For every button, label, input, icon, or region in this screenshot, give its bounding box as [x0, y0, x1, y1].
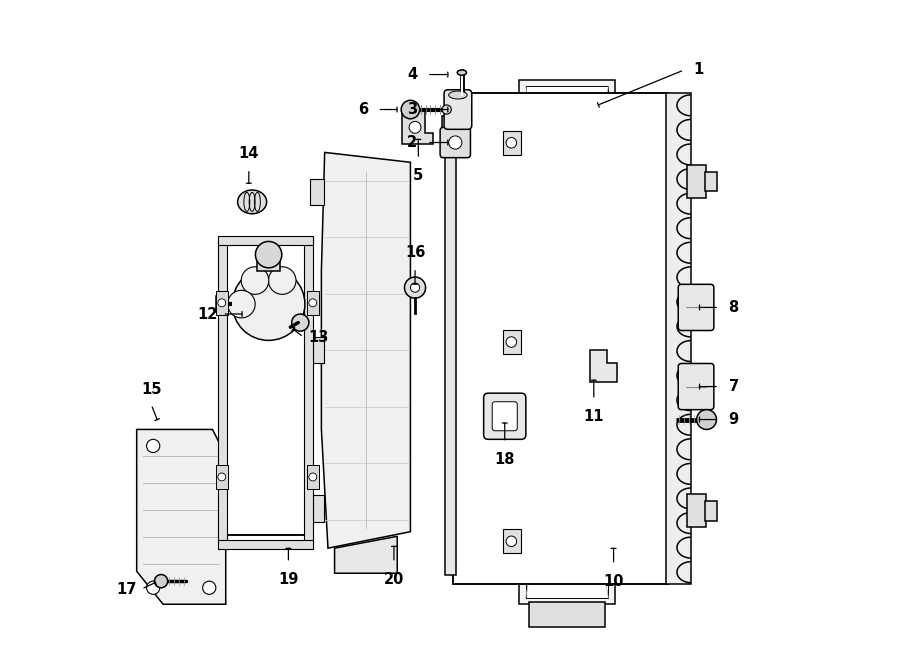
Circle shape	[268, 267, 296, 294]
Text: 13: 13	[308, 330, 328, 344]
Circle shape	[256, 241, 282, 268]
Bar	[216, 465, 228, 488]
Bar	[503, 529, 521, 553]
FancyBboxPatch shape	[444, 90, 472, 130]
Text: 14: 14	[238, 146, 259, 161]
Bar	[307, 291, 319, 315]
Ellipse shape	[457, 70, 466, 75]
Bar	[256, 254, 281, 271]
Text: 5: 5	[413, 168, 424, 183]
Polygon shape	[590, 350, 616, 382]
Text: 3: 3	[408, 102, 418, 117]
Text: 12: 12	[198, 307, 218, 321]
Text: 9: 9	[729, 412, 739, 427]
Circle shape	[218, 299, 226, 307]
Ellipse shape	[238, 190, 266, 214]
Text: 15: 15	[141, 381, 161, 397]
Bar	[226, 245, 305, 535]
Circle shape	[241, 267, 269, 294]
Circle shape	[401, 100, 419, 119]
Bar	[526, 535, 608, 568]
Bar	[218, 540, 313, 549]
Bar	[526, 87, 608, 598]
Bar	[307, 465, 319, 488]
Bar	[310, 178, 324, 205]
Bar	[310, 337, 324, 364]
Bar	[454, 93, 668, 584]
Circle shape	[442, 105, 451, 114]
Bar	[688, 165, 706, 198]
FancyBboxPatch shape	[492, 402, 517, 431]
Bar	[446, 103, 456, 574]
Circle shape	[155, 574, 167, 588]
Text: 19: 19	[278, 572, 299, 587]
Bar	[226, 245, 305, 535]
Polygon shape	[137, 430, 226, 604]
Circle shape	[309, 473, 317, 481]
Circle shape	[309, 299, 317, 307]
Circle shape	[506, 336, 517, 347]
Circle shape	[506, 536, 517, 547]
Bar	[216, 291, 228, 315]
Text: 20: 20	[383, 572, 404, 587]
Circle shape	[410, 122, 421, 134]
Bar	[526, 216, 608, 249]
Bar	[310, 495, 324, 522]
Ellipse shape	[449, 91, 467, 99]
Bar	[526, 323, 608, 355]
Text: 17: 17	[117, 582, 137, 597]
Text: 18: 18	[494, 451, 515, 467]
Polygon shape	[321, 153, 410, 548]
Bar	[303, 238, 313, 541]
Circle shape	[218, 473, 226, 481]
Text: 8: 8	[728, 300, 739, 315]
FancyBboxPatch shape	[679, 284, 714, 330]
Text: 16: 16	[405, 245, 425, 260]
FancyBboxPatch shape	[483, 393, 526, 440]
Bar	[526, 110, 608, 143]
Circle shape	[697, 410, 716, 430]
Text: 6: 6	[358, 102, 368, 117]
Text: 11: 11	[583, 408, 604, 424]
Bar	[706, 172, 717, 192]
Circle shape	[228, 290, 256, 318]
Circle shape	[292, 314, 309, 331]
Bar	[706, 501, 717, 521]
Polygon shape	[401, 111, 433, 144]
Circle shape	[232, 268, 305, 340]
Polygon shape	[335, 536, 397, 573]
FancyBboxPatch shape	[440, 128, 471, 158]
Bar	[218, 238, 227, 541]
Bar	[519, 80, 615, 604]
FancyBboxPatch shape	[679, 364, 714, 410]
Bar	[503, 131, 521, 155]
Bar	[688, 494, 706, 527]
Text: 7: 7	[729, 379, 739, 394]
Bar	[666, 93, 691, 584]
Circle shape	[449, 136, 462, 149]
Text: 1: 1	[694, 62, 704, 77]
Text: 2: 2	[408, 135, 418, 150]
Circle shape	[147, 581, 160, 594]
Circle shape	[410, 283, 419, 292]
Circle shape	[506, 137, 517, 148]
Text: 4: 4	[408, 67, 418, 82]
Circle shape	[147, 440, 160, 453]
Bar	[526, 428, 608, 461]
Bar	[529, 602, 605, 627]
Circle shape	[404, 277, 426, 298]
Bar	[442, 116, 462, 156]
Text: 10: 10	[603, 574, 624, 589]
Bar	[218, 235, 313, 245]
Circle shape	[202, 581, 216, 594]
Bar	[503, 330, 521, 354]
Bar	[454, 93, 668, 584]
